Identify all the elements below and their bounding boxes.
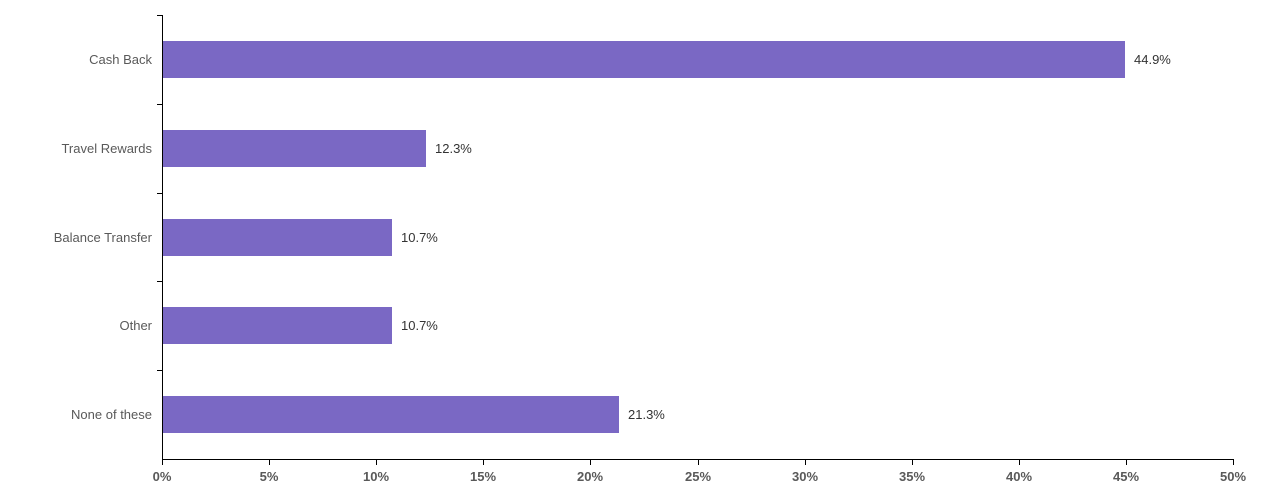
category-label: Travel Rewards — [61, 141, 152, 156]
value-label: 21.3% — [628, 407, 665, 422]
x-axis-tick — [483, 460, 484, 465]
x-axis-tick-label: 20% — [576, 469, 604, 484]
x-axis-tick-label: 15% — [469, 469, 497, 484]
x-axis-tick — [1019, 460, 1020, 465]
y-axis-tick — [157, 281, 162, 282]
category-label: Balance Transfer — [53, 230, 152, 245]
bar-travel-rewards — [163, 130, 426, 167]
x-axis-line — [162, 459, 1234, 460]
category-label: Cash Back — [89, 52, 152, 67]
x-axis-tick-label: 25% — [684, 469, 712, 484]
bar-cash-back — [163, 41, 1125, 78]
bar-other — [163, 307, 392, 344]
x-axis-tick — [1233, 460, 1234, 465]
bar-none-of-these — [163, 396, 619, 433]
y-axis-tick — [157, 193, 162, 194]
y-axis-tick — [157, 370, 162, 371]
x-axis-tick — [912, 460, 913, 465]
x-axis-tick — [162, 460, 163, 465]
x-axis-tick — [1126, 460, 1127, 465]
y-axis-tick — [157, 104, 162, 105]
x-axis-tick-label: 30% — [791, 469, 819, 484]
bar-balance-transfer — [163, 219, 392, 256]
y-axis-tick — [157, 15, 162, 16]
x-axis-tick — [590, 460, 591, 465]
x-axis-tick-label: 40% — [1005, 469, 1033, 484]
x-axis-tick-label: 10% — [362, 469, 390, 484]
value-label: 44.9% — [1134, 52, 1171, 67]
category-label: None of these — [71, 407, 152, 422]
value-label: 12.3% — [435, 141, 472, 156]
x-axis-tick — [376, 460, 377, 465]
y-axis-line — [162, 15, 163, 460]
value-label: 10.7% — [401, 318, 438, 333]
x-axis-tick-label: 35% — [898, 469, 926, 484]
x-axis-tick — [269, 460, 270, 465]
x-axis-tick-label: 50% — [1219, 469, 1247, 484]
value-label: 10.7% — [401, 230, 438, 245]
category-label: Other — [119, 318, 152, 333]
x-axis-tick — [698, 460, 699, 465]
x-axis-tick — [805, 460, 806, 465]
x-axis-tick-label: 5% — [259, 469, 279, 484]
x-axis-tick-label: 0% — [152, 469, 172, 484]
x-axis-tick-label: 45% — [1112, 469, 1140, 484]
